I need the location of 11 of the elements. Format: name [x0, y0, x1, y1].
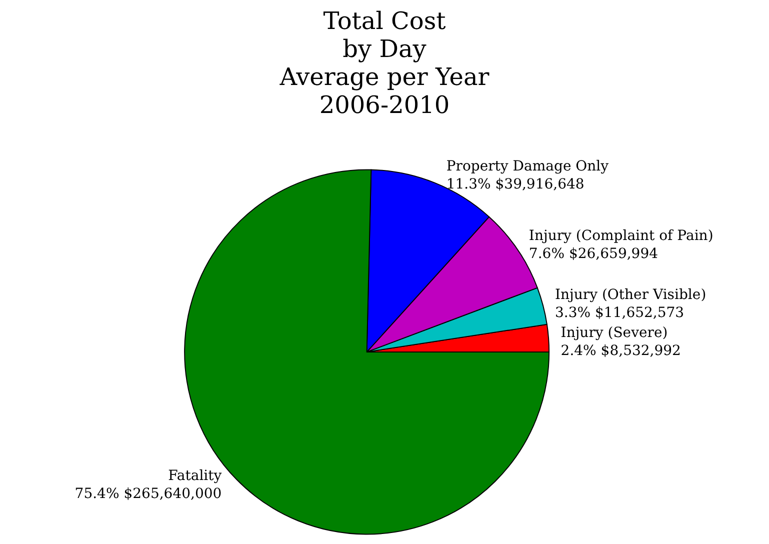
- data-label: 7.6% $26,659,994: [528, 246, 658, 262]
- slice-label: Property Damage Only: [446, 158, 609, 174]
- slice-label: Injury (Other Visible): [555, 286, 706, 303]
- data-label: 2.4% $8,532,992: [560, 342, 681, 359]
- slice-label: Injury (Severe): [560, 324, 668, 341]
- slice-label: Injury (Complaint of Pain): [528, 228, 714, 244]
- data-label: 3.3% $11,652,573: [555, 304, 684, 321]
- slice-label: Fatality: [168, 468, 222, 484]
- chart-title: Total Cost by Day Average per Year 2006-2010: [278, 7, 490, 119]
- data-label: 11.3% $39,916,648: [446, 176, 584, 192]
- data-label: 75.4% $265,640,000: [74, 486, 222, 502]
